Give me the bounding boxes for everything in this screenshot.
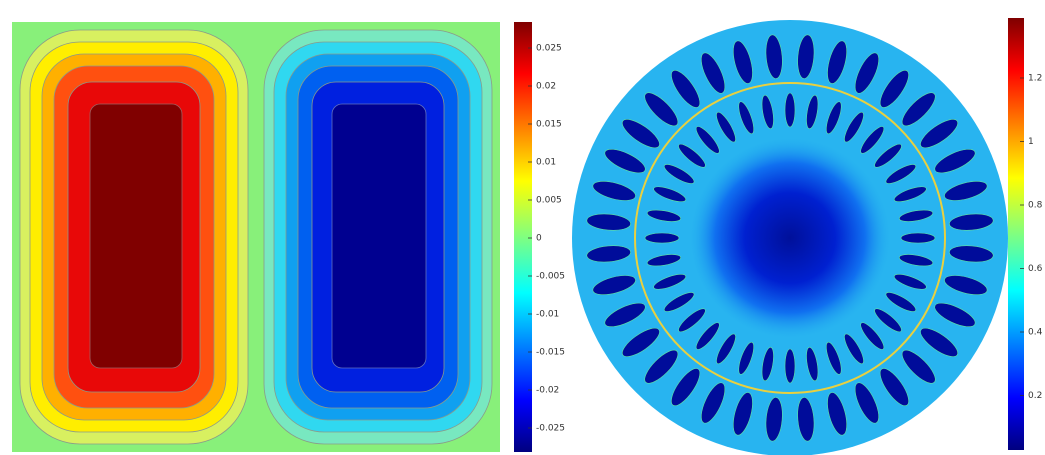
colorbar-tick-label: 0.02 bbox=[536, 82, 556, 92]
slot bbox=[797, 34, 815, 79]
slot bbox=[761, 94, 774, 130]
slot bbox=[854, 52, 880, 94]
slot bbox=[949, 213, 994, 231]
slot bbox=[797, 397, 815, 442]
slot bbox=[900, 232, 936, 244]
slot bbox=[949, 245, 994, 263]
colorbar-tick-label: -0.02 bbox=[536, 386, 559, 396]
slot bbox=[663, 164, 695, 184]
slot bbox=[604, 302, 646, 328]
slot bbox=[901, 92, 936, 127]
slot bbox=[671, 70, 701, 108]
slot bbox=[716, 333, 736, 365]
slot bbox=[604, 148, 646, 174]
slot bbox=[716, 111, 736, 143]
slot bbox=[784, 92, 796, 128]
colorbar-tick-label: 0.4 bbox=[1028, 328, 1043, 338]
slot bbox=[879, 368, 909, 406]
slot bbox=[653, 274, 687, 290]
slot bbox=[806, 94, 819, 130]
slot bbox=[761, 346, 774, 382]
slot bbox=[844, 111, 864, 143]
colorbar-tick-label: 0.2 bbox=[1028, 391, 1042, 401]
slot bbox=[944, 275, 988, 296]
slot bbox=[586, 213, 631, 231]
slot bbox=[879, 70, 909, 108]
slot bbox=[898, 209, 934, 222]
slot bbox=[695, 126, 720, 154]
slot bbox=[678, 143, 706, 168]
colorbar-tick-label: 1.2 bbox=[1028, 74, 1042, 84]
slot bbox=[765, 397, 783, 442]
slot bbox=[860, 322, 885, 350]
slot bbox=[934, 148, 976, 174]
slot bbox=[827, 392, 848, 436]
slot bbox=[874, 143, 902, 168]
slot bbox=[586, 245, 631, 263]
colorbar-tick-label: 0.01 bbox=[536, 158, 556, 168]
slot bbox=[653, 186, 687, 202]
slot bbox=[732, 392, 753, 436]
colorbar-tick-label: -0.025 bbox=[536, 424, 565, 434]
slot bbox=[592, 275, 636, 296]
colorbar-tick-label: -0.005 bbox=[536, 272, 565, 282]
slot bbox=[738, 341, 754, 375]
slot bbox=[893, 274, 927, 290]
colorbar-right bbox=[1008, 18, 1024, 450]
slot bbox=[893, 186, 927, 202]
colorbar-left bbox=[514, 22, 532, 452]
colorbar-tick-label: 0.8 bbox=[1028, 201, 1043, 211]
slot bbox=[920, 119, 958, 149]
slot bbox=[784, 348, 796, 384]
slot bbox=[806, 346, 819, 382]
slot bbox=[592, 180, 636, 201]
slot bbox=[732, 40, 753, 84]
slot bbox=[695, 322, 720, 350]
colorbar-tick-label: 1 bbox=[1028, 137, 1034, 147]
colorbar-tick-label: 0.015 bbox=[536, 120, 562, 130]
colorbar-tick-label: 0.6 bbox=[1028, 264, 1043, 274]
colorbar-tick-label: -0.015 bbox=[536, 348, 565, 358]
slot bbox=[826, 341, 842, 375]
colorbar-tick-label: -0.01 bbox=[536, 310, 559, 320]
slot bbox=[646, 209, 682, 222]
slot bbox=[644, 92, 679, 127]
slot bbox=[622, 327, 660, 357]
slot bbox=[944, 180, 988, 201]
slot bbox=[885, 292, 917, 312]
slot bbox=[827, 40, 848, 84]
colorbar-tick-label: 0.025 bbox=[536, 44, 562, 54]
slot bbox=[663, 292, 695, 312]
slot bbox=[622, 119, 660, 149]
slot bbox=[700, 52, 726, 94]
slot bbox=[644, 349, 679, 384]
slot bbox=[644, 232, 680, 244]
slot bbox=[885, 164, 917, 184]
slot bbox=[860, 126, 885, 154]
slot bbox=[901, 349, 936, 384]
slot bbox=[671, 368, 701, 406]
field-plot-right bbox=[572, 20, 1008, 455]
slot bbox=[826, 101, 842, 135]
slot bbox=[844, 333, 864, 365]
slot bbox=[700, 382, 726, 424]
slot bbox=[678, 308, 706, 333]
slot bbox=[874, 308, 902, 333]
slot bbox=[854, 382, 880, 424]
slot bbox=[898, 254, 934, 267]
slot bbox=[920, 327, 958, 357]
slot bbox=[646, 254, 682, 267]
slot bbox=[934, 302, 976, 328]
colorbar-tick-label: 0 bbox=[536, 234, 542, 244]
colorbar-tick-label: 0.005 bbox=[536, 196, 562, 206]
slot bbox=[738, 101, 754, 135]
field-plot-left bbox=[12, 22, 500, 452]
slot bbox=[765, 34, 783, 79]
